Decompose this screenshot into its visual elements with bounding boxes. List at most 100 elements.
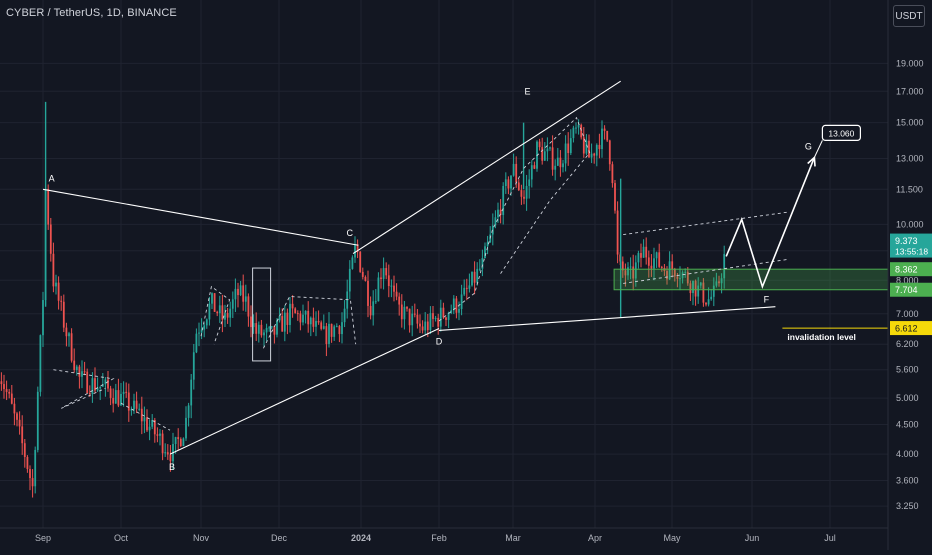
- candle-body: [624, 270, 627, 276]
- candle-body: [8, 391, 11, 394]
- candle-body: [104, 379, 107, 385]
- price-tick-label: 4.000: [896, 449, 919, 459]
- candle-body: [208, 303, 211, 320]
- candle-body: [473, 271, 476, 283]
- pattern-drawing: [623, 211, 789, 236]
- projection-path[interactable]: [725, 157, 816, 289]
- invalidation-badge: [890, 321, 932, 336]
- candle-body: [520, 190, 523, 197]
- candle-body: [647, 257, 650, 266]
- chart-title: CYBER / TetherUS, 1D, BINANCE: [6, 7, 177, 19]
- support-zone[interactable]: [613, 268, 889, 291]
- trendline[interactable]: [352, 80, 621, 255]
- candle-body: [216, 311, 219, 314]
- candle-body: [320, 322, 323, 329]
- candle-body: [395, 291, 398, 297]
- candle-body: [286, 312, 289, 325]
- candle-body: [424, 321, 427, 331]
- candle-body: [559, 157, 562, 168]
- zone-bottom-badge: [890, 282, 932, 297]
- candle-body: [434, 317, 437, 319]
- candle-body: [679, 278, 681, 280]
- candle-body: [627, 267, 629, 276]
- candle-body: [125, 391, 128, 393]
- candle-body: [616, 210, 619, 255]
- trendline[interactable]: [42, 188, 359, 246]
- candle-body: [712, 285, 715, 297]
- candle-body: [211, 293, 213, 304]
- candle-body: [57, 282, 60, 301]
- candle-body: [86, 371, 89, 393]
- candle-body: [78, 366, 81, 377]
- candle-body: [556, 157, 559, 166]
- candle-body: [715, 281, 718, 286]
- pattern-drawing: [438, 116, 591, 322]
- pattern-drawing: [53, 369, 115, 409]
- pattern-drawing: [623, 258, 789, 284]
- candle-body: [276, 320, 278, 335]
- candle-body: [96, 388, 99, 391]
- candle-body: [476, 268, 479, 283]
- candle-body: [486, 242, 489, 247]
- candle-body: [31, 478, 34, 487]
- candle-body: [460, 294, 463, 309]
- candle-body: [697, 285, 700, 297]
- wave-label-g: G: [805, 141, 812, 151]
- currency-button[interactable]: USDT: [893, 5, 925, 27]
- candle-body: [681, 272, 684, 279]
- candle-body: [351, 257, 354, 269]
- candle-body: [257, 324, 260, 334]
- trendline[interactable]: [169, 328, 440, 455]
- candle-body: [120, 393, 122, 406]
- candle-body: [411, 313, 414, 326]
- candle-body: [107, 379, 109, 389]
- candle-body: [348, 268, 351, 292]
- candle-body: [224, 313, 226, 320]
- candle-body: [302, 314, 304, 323]
- candle-body: [88, 392, 91, 395]
- candle-body: [507, 179, 510, 189]
- candle-body: [387, 275, 390, 287]
- candle-body: [525, 185, 528, 199]
- candle-body: [595, 144, 598, 156]
- candle-body: [377, 277, 380, 302]
- candle-body: [29, 469, 31, 479]
- countdown-text: 13:55:18: [895, 247, 928, 257]
- candle-body: [452, 298, 455, 311]
- candle-body: [333, 326, 336, 337]
- candle-body: [484, 246, 486, 259]
- candle-body: [393, 285, 395, 292]
- wave-label-e: E: [525, 86, 531, 96]
- candle-body: [341, 322, 343, 335]
- candle-body: [23, 443, 26, 457]
- candle-body: [317, 321, 320, 323]
- candle-body: [442, 307, 445, 318]
- candle-body: [575, 127, 577, 129]
- candle-body: [338, 326, 341, 335]
- candle-body: [52, 253, 55, 287]
- trendline[interactable]: [438, 306, 776, 331]
- last-price-text: 9.373: [895, 236, 918, 246]
- candle-body: [512, 163, 515, 176]
- candle-body: [39, 335, 42, 392]
- candle-body: [637, 253, 640, 263]
- candle-body: [478, 268, 481, 270]
- candle-body: [263, 332, 265, 336]
- candle-body: [252, 323, 255, 328]
- candle-body: [723, 254, 726, 279]
- candle-body: [523, 196, 525, 199]
- candle-body: [114, 390, 117, 404]
- invalidation-label: invalidation level: [787, 332, 856, 342]
- candle-body: [322, 326, 325, 329]
- candle-body: [471, 271, 473, 286]
- candle-body: [400, 304, 403, 320]
- target-callout: [821, 124, 862, 141]
- invalidation-badge-text: 6.612: [895, 324, 918, 334]
- candle-body: [543, 151, 546, 161]
- candle-body: [218, 305, 221, 314]
- candle-body: [75, 366, 78, 370]
- candle-body: [109, 388, 112, 398]
- candle-body: [567, 143, 570, 154]
